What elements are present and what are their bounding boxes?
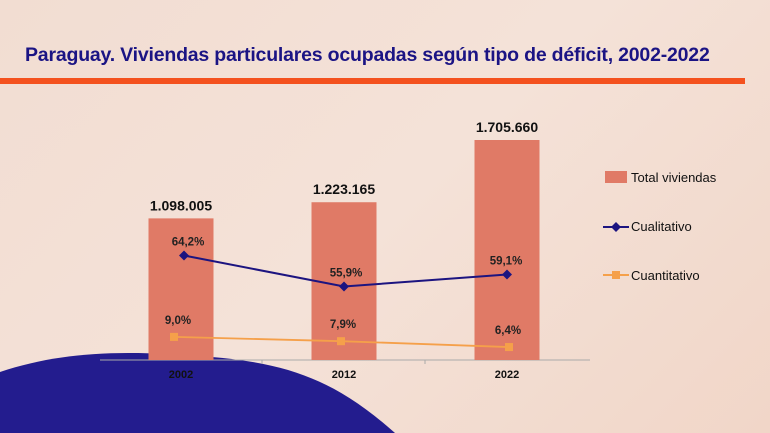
legend-label: Total viviendas [631, 170, 717, 185]
bar-label: 1.705.660 [476, 119, 538, 135]
legend-label: Cuantitativo [631, 268, 700, 283]
data-label: 9,0% [165, 315, 191, 327]
data-label: 64,2% [172, 237, 205, 249]
bar-label: 1.223.165 [313, 181, 375, 197]
data-label: 7,9% [330, 319, 356, 331]
point-marker [502, 269, 512, 280]
x-tick-label: 2002 [169, 369, 193, 381]
page-title: Paraguay. Viviendas particulares ocupada… [25, 44, 710, 66]
bar-2022 [474, 140, 540, 360]
legend-marker [611, 222, 621, 232]
title-underline [0, 78, 745, 84]
data-label: 59,1% [490, 256, 523, 268]
point-marker [179, 250, 189, 261]
x-tick-label: 2022 [495, 369, 519, 381]
point-marker [339, 281, 349, 292]
point-marker [337, 337, 345, 346]
decorative-wave [0, 353, 395, 433]
legend-label: Cualitativo [631, 219, 692, 234]
point-marker [170, 332, 178, 341]
point-marker [505, 343, 513, 352]
data-label: 6,4% [495, 325, 521, 337]
bar-2012 [311, 202, 377, 360]
x-tick-label: 2012 [332, 369, 356, 381]
legend-marker [612, 271, 620, 279]
legend-swatch-bars [605, 171, 627, 183]
bar-label: 1.098.005 [150, 197, 212, 213]
data-label: 55,9% [330, 267, 363, 279]
